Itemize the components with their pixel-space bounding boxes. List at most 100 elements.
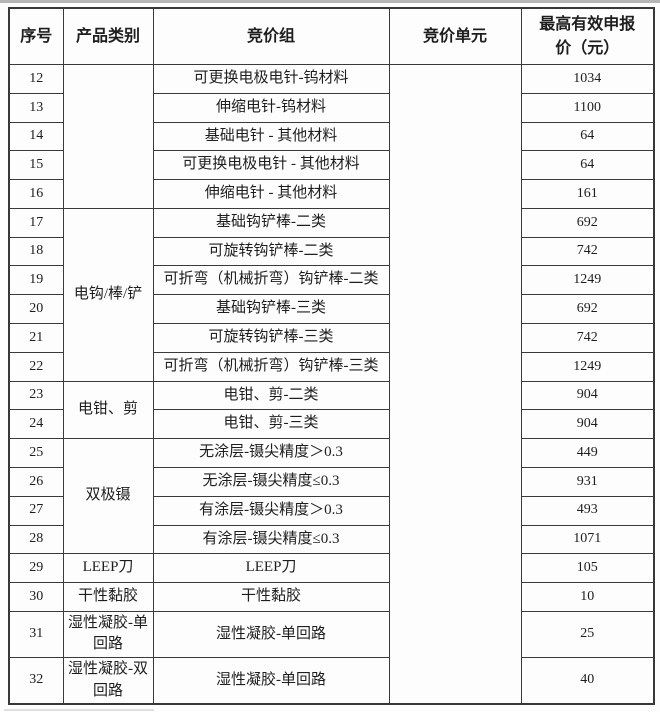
category-cell: 电钩/棒/铲 xyxy=(62,207,154,382)
table-row: 14 基础电针 - 其他材料 64 xyxy=(8,121,655,152)
table-row: 30 干性黏胶 干性黏胶 10 xyxy=(8,582,655,612)
bidding-group-cell: LEEP刀 xyxy=(152,553,390,584)
category-cell: 电钳、剪 xyxy=(62,380,154,440)
category-cell: 干性黏胶 xyxy=(62,582,154,612)
bidding-group-cell: 可更换电极电针-钨材料 xyxy=(152,64,390,94)
price-cell: 692 xyxy=(520,207,655,238)
bidding-group-cell: 干性黏胶 xyxy=(152,582,390,612)
bidding-group-cell: 可旋转钩铲棒-三类 xyxy=(152,323,390,353)
price-cell: 493 xyxy=(520,495,655,526)
header-row: 序号 产品类别 竞价组 竞价单元 最高有效申报价（元） xyxy=(8,7,655,65)
price-cell: 1100 xyxy=(520,92,655,123)
price-cell: 10 xyxy=(520,582,655,612)
category-cell xyxy=(62,64,154,209)
seq-cell: 31 xyxy=(8,610,64,659)
table-row: 17 电钩/棒/铲 基础钩铲棒-二类 692 xyxy=(8,207,655,382)
table-row: 12 可更换电极电针-钨材料 1034 xyxy=(8,64,655,705)
price-cell: 25 xyxy=(520,610,655,659)
bidding-price-table: 序号 产品类别 竞价组 竞价单元 最高有效申报价（元） 12 可更换电极电针-钨… xyxy=(8,7,655,705)
seq-cell: 32 xyxy=(8,657,64,705)
bidding-group-cell: 湿性凝胶-单回路 xyxy=(152,610,390,659)
table-row: 24 电钳、剪-三类 904 xyxy=(8,409,655,440)
bidding-group-cell: 可更换电极电针 - 其他材料 xyxy=(152,150,390,181)
price-cell: 742 xyxy=(520,323,655,353)
price-cell: 161 xyxy=(520,179,655,209)
seq-cell: 14 xyxy=(8,121,64,152)
table-row: 29 LEEP刀 LEEP刀 105 xyxy=(8,553,655,584)
seq-cell: 12 xyxy=(8,64,64,94)
price-cell: 1034 xyxy=(520,64,655,94)
seq-cell: 20 xyxy=(8,294,64,325)
table-row: 23 电钳、剪 电钳、剪-二类 904 xyxy=(8,380,655,440)
seq-cell: 15 xyxy=(8,150,64,181)
bidding-group-cell: 可折弯（机械折弯）钩铲棒-二类 xyxy=(152,265,390,296)
seq-cell: 25 xyxy=(8,438,64,468)
table-row: 26 无涂层-镊尖精度≤0.3 931 xyxy=(8,466,655,497)
bidding-group-cell: 湿性凝胶-单回路 xyxy=(152,657,390,705)
col-header-category: 产品类别 xyxy=(62,7,154,65)
seq-cell: 22 xyxy=(8,351,64,382)
table-row: 20 基础钩铲棒-三类 692 xyxy=(8,294,655,325)
bidding-group-cell: 有涂层-镊尖精度≤0.3 xyxy=(152,524,390,555)
bidding-group-cell: 有涂层-镊尖精度＞0.3 xyxy=(152,495,390,526)
table-row: 15 可更换电极电针 - 其他材料 64 xyxy=(8,150,655,181)
col-header-seq: 序号 xyxy=(8,7,64,65)
category-cell: 湿性凝胶-单回路 xyxy=(62,610,154,659)
seq-cell: 13 xyxy=(8,92,64,123)
bidding-group-cell: 基础钩铲棒-三类 xyxy=(152,294,390,325)
bidding-group-cell: 基础电针 - 其他材料 xyxy=(152,121,390,152)
price-cell: 1071 xyxy=(520,524,655,555)
bidding-group-cell: 伸缩电针 - 其他材料 xyxy=(152,179,390,209)
seq-cell: 24 xyxy=(8,409,64,440)
table-row: 21 可旋转钩铲棒-三类 742 xyxy=(8,323,655,353)
price-cell: 742 xyxy=(520,236,655,267)
category-cell: LEEP刀 xyxy=(62,553,154,584)
bidding-group-cell: 伸缩电针-钨材料 xyxy=(152,92,390,123)
seq-cell: 27 xyxy=(8,495,64,526)
bidding-group-cell: 可旋转钩铲棒-二类 xyxy=(152,236,390,267)
price-cell: 904 xyxy=(520,409,655,440)
seq-cell: 26 xyxy=(8,466,64,497)
bidding-group-cell: 可折弯（机械折弯）钩铲棒-三类 xyxy=(152,351,390,382)
table-row: 32 湿性凝胶-双回路 湿性凝胶-单回路 40 xyxy=(8,657,655,705)
table-row: 16 伸缩电针 - 其他材料 161 xyxy=(8,179,655,209)
price-cell: 1249 xyxy=(520,351,655,382)
seq-cell: 23 xyxy=(8,380,64,411)
bidding-group-cell: 无涂层-镊尖精度＞0.3 xyxy=(152,438,390,468)
seq-cell: 17 xyxy=(8,207,64,238)
table-row: 18 可旋转钩铲棒-二类 742 xyxy=(8,236,655,267)
bidding-group-cell: 电钳、剪-三类 xyxy=(152,409,390,440)
seq-cell: 16 xyxy=(8,179,64,209)
price-cell: 40 xyxy=(520,657,655,705)
bid-unit-merged-cell xyxy=(388,64,522,705)
seq-cell: 30 xyxy=(8,582,64,612)
col-header-group: 竞价组 xyxy=(152,7,390,65)
price-cell: 64 xyxy=(520,150,655,181)
scan-artifact-bottom xyxy=(4,709,154,711)
seq-cell: 28 xyxy=(8,524,64,555)
seq-cell: 19 xyxy=(8,265,64,296)
table-row: 22 可折弯（机械折弯）钩铲棒-三类 1249 xyxy=(8,351,655,382)
category-cell: 双极镊 xyxy=(62,438,154,555)
bidding-group-cell: 电钳、剪-二类 xyxy=(152,380,390,411)
table-row: 25 双极镊 无涂层-镊尖精度＞0.3 449 xyxy=(8,438,655,555)
price-cell: 692 xyxy=(520,294,655,325)
col-header-unit: 竞价单元 xyxy=(388,7,522,65)
price-cell: 931 xyxy=(520,466,655,497)
table-row: 31 湿性凝胶-单回路 湿性凝胶-单回路 25 xyxy=(8,610,655,659)
seq-cell: 29 xyxy=(8,553,64,584)
price-cell: 105 xyxy=(520,553,655,584)
col-header-max-price: 最高有效申报价（元） xyxy=(520,7,655,65)
bidding-group-cell: 无涂层-镊尖精度≤0.3 xyxy=(152,466,390,497)
price-cell: 1249 xyxy=(520,265,655,296)
category-cell: 湿性凝胶-双回路 xyxy=(62,657,154,705)
price-cell: 904 xyxy=(520,380,655,411)
seq-cell: 18 xyxy=(8,236,64,267)
bidding-group-cell: 基础钩铲棒-二类 xyxy=(152,207,390,238)
price-cell: 64 xyxy=(520,121,655,152)
scan-artifact-top xyxy=(0,0,660,3)
price-cell: 449 xyxy=(520,438,655,468)
seq-cell: 21 xyxy=(8,323,64,353)
table-row: 13 伸缩电针-钨材料 1100 xyxy=(8,92,655,123)
